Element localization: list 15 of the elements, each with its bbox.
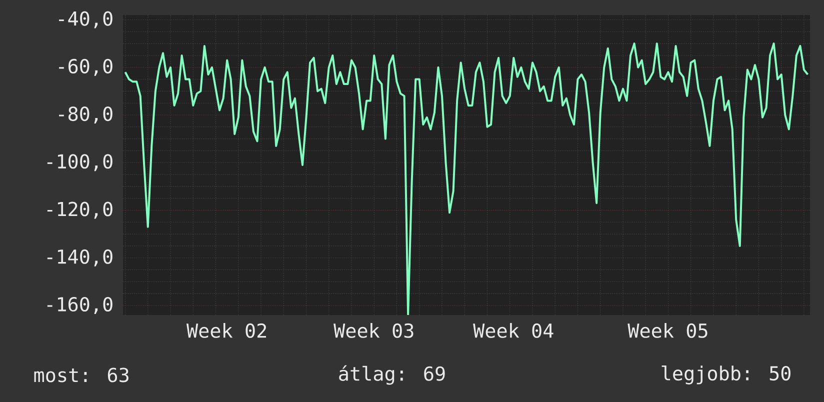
x-tick-label: Week 02 [186, 323, 266, 338]
y-tick-label: -140,0 [47, 249, 112, 266]
y-tick-label: -80,0 [59, 106, 112, 124]
line-series [124, 42, 809, 315]
y-tick-label: -120,0 [47, 202, 112, 219]
text: átlag: 69 [339, 365, 445, 385]
x-tick-label: Week 04 [473, 323, 554, 338]
text: legjobb: 50 [662, 366, 790, 384]
y-tick-label: -40,0 [59, 11, 112, 28]
y-tick-label: -100,0 [47, 154, 112, 172]
x-tick-label: Week 03 [334, 323, 414, 338]
x-tick-label: Week 05 [628, 323, 708, 338]
y-tick-label: -60,0 [59, 58, 112, 76]
text: most: 63 [34, 368, 128, 382]
y-tick-label: -160,0 [47, 296, 112, 314]
